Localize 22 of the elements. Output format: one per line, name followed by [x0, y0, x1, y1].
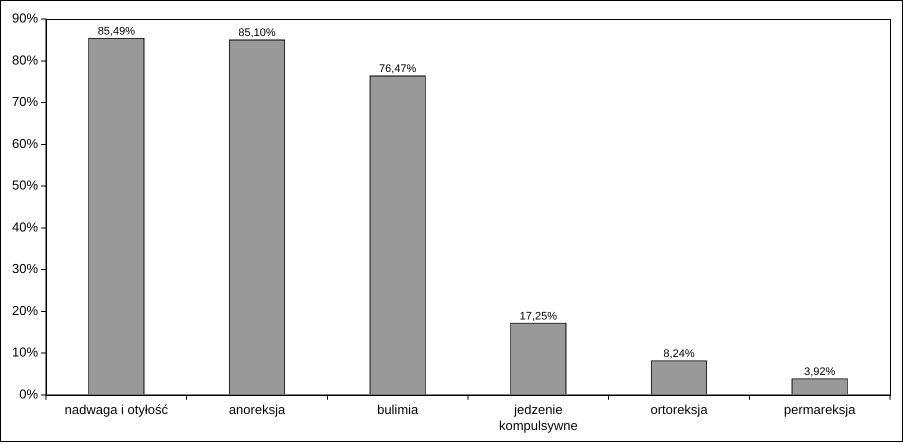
data-label: 3,92%	[804, 366, 836, 378]
data-label: 8,24%	[663, 348, 695, 360]
x-tick-label: anoreksja	[228, 402, 286, 418]
y-tick-label: 10%	[12, 344, 38, 360]
y-tick-label: 60%	[12, 136, 38, 151]
x-tick-label: ortoreksja	[650, 402, 708, 418]
y-tick-label: 0%	[19, 386, 38, 402]
x-tick-label: permareksja	[784, 402, 856, 418]
y-tick-label: 40%	[12, 219, 38, 234]
data-label: 17,25%	[520, 310, 558, 322]
y-tick-label: 90%	[12, 10, 38, 26]
data-label: 76,47%	[379, 63, 417, 76]
x-tick-label: bulimia	[377, 402, 420, 418]
data-label: 85,10%	[238, 26, 276, 39]
y-tick-label: 50%	[12, 178, 38, 193]
x-tick-label: jedzenie kompulsywne	[498, 402, 578, 433]
y-tick-label: 30%	[12, 261, 38, 276]
y-tick-label: 20%	[12, 302, 38, 318]
x-tick-label: nadwaga i otyłość	[64, 402, 169, 418]
y-tick-label: 70%	[12, 94, 38, 110]
data-label: 85,49%	[98, 25, 136, 38]
y-tick-label: 80%	[12, 52, 38, 68]
